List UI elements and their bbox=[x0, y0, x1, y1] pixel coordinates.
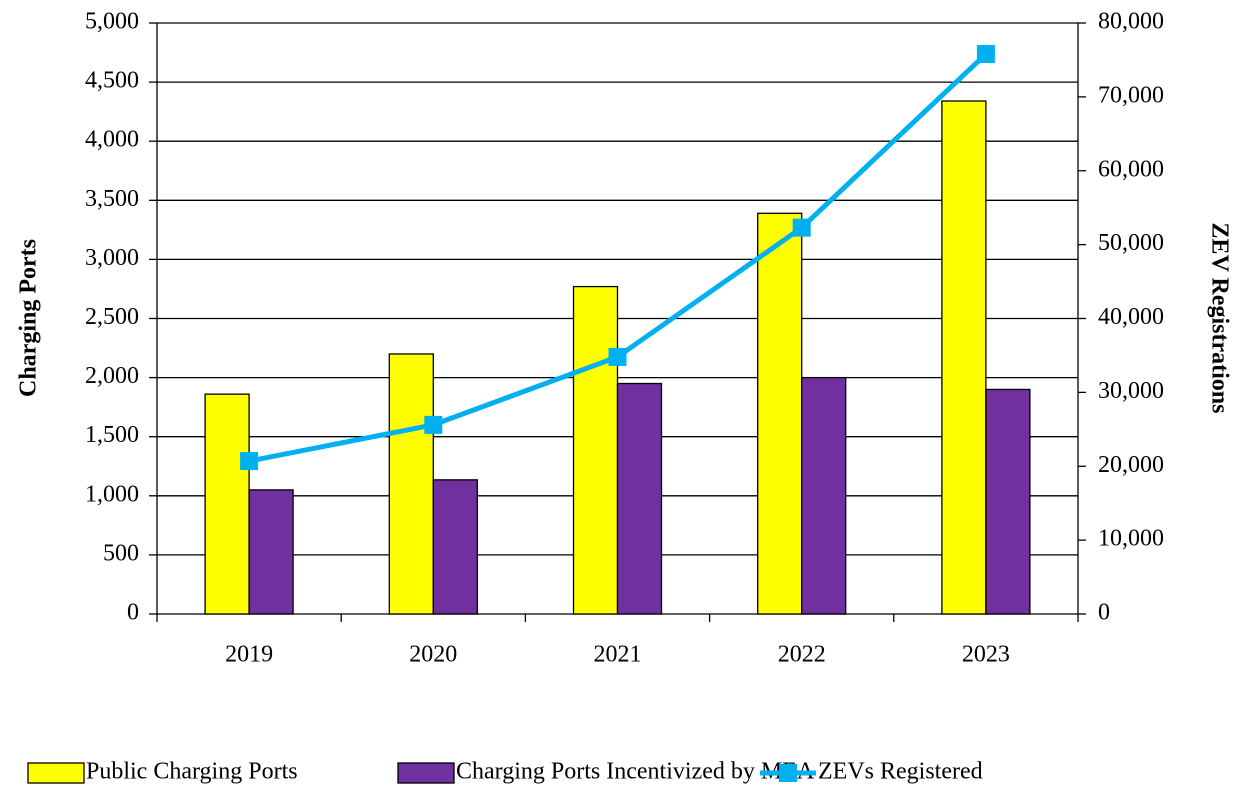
y-tick-label: 5,000 bbox=[85, 9, 139, 35]
y-axis-title: Charging Ports bbox=[16, 239, 42, 397]
y2-tick-label: 60,000 bbox=[1098, 156, 1164, 182]
legend-label: Charging Ports Incentivized by MEA bbox=[456, 759, 815, 785]
y-tick-label: 3,500 bbox=[85, 186, 139, 212]
legend-marker bbox=[779, 764, 797, 782]
bar bbox=[757, 212, 803, 615]
bar bbox=[432, 479, 478, 615]
y2-axis-title: ZEV Registrations bbox=[1206, 223, 1232, 414]
y-tick-label: 0 bbox=[127, 600, 139, 626]
legend-swatch bbox=[27, 762, 85, 784]
y-tick-label: 2,500 bbox=[85, 304, 139, 330]
bar bbox=[616, 382, 663, 615]
y-tick-label: 1,500 bbox=[85, 422, 139, 448]
y2-tick-label: 50,000 bbox=[1098, 230, 1164, 256]
y2-tick-label: 30,000 bbox=[1098, 378, 1164, 404]
x-tick-label: 2019 bbox=[225, 642, 273, 668]
y2-tick-label: 40,000 bbox=[1098, 304, 1164, 330]
x-tick-label: 2020 bbox=[409, 642, 457, 668]
legend-label: Public Charging Ports bbox=[86, 759, 298, 785]
y2-tick-label: 70,000 bbox=[1098, 82, 1164, 108]
x-tick-label: 2023 bbox=[962, 642, 1010, 668]
x-tick-label: 2022 bbox=[778, 642, 826, 668]
legend-label: ZEVs Registered bbox=[818, 759, 983, 785]
bar bbox=[204, 393, 250, 615]
y-tick-label: 2,000 bbox=[85, 363, 139, 389]
y2-tick-label: 80,000 bbox=[1098, 9, 1164, 35]
line-marker bbox=[240, 452, 259, 471]
bar bbox=[941, 100, 987, 615]
y2-tick-label: 0 bbox=[1098, 600, 1110, 626]
y-tick-label: 4,000 bbox=[85, 127, 139, 153]
line-marker bbox=[792, 218, 811, 237]
line-marker bbox=[608, 347, 627, 366]
y2-tick-label: 10,000 bbox=[1098, 526, 1164, 552]
bar bbox=[248, 489, 294, 615]
legend-swatch bbox=[397, 762, 455, 784]
y-tick-label: 3,000 bbox=[85, 245, 139, 271]
line-marker bbox=[424, 415, 443, 434]
line-marker bbox=[976, 45, 995, 64]
y-tick-label: 4,500 bbox=[85, 68, 139, 94]
y-tick-label: 500 bbox=[103, 540, 139, 566]
y-tick-label: 1,000 bbox=[85, 481, 139, 507]
x-tick-label: 2021 bbox=[594, 642, 642, 668]
bar bbox=[985, 388, 1031, 615]
bar bbox=[388, 353, 434, 615]
bar bbox=[572, 285, 619, 615]
bar bbox=[801, 376, 847, 615]
y2-tick-label: 20,000 bbox=[1098, 452, 1164, 478]
